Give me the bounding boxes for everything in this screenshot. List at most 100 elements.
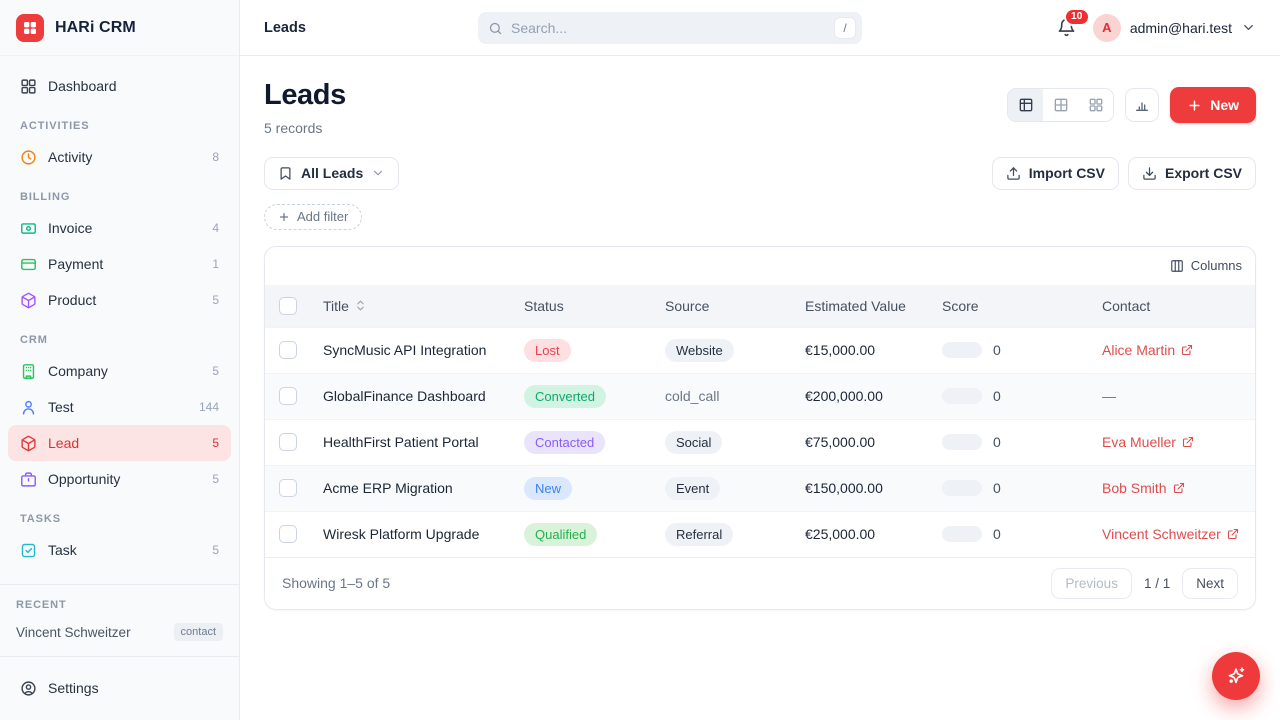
sidebar-item-invoice[interactable]: Invoice 4: [8, 210, 231, 246]
score-value: 0: [993, 342, 1001, 359]
row-checkbox[interactable]: [279, 433, 297, 452]
contact-link[interactable]: Alice Martin: [1102, 342, 1193, 358]
sidebar-item-test[interactable]: Test 144: [8, 389, 231, 425]
contact-name: Vincent Schweitzer: [1102, 526, 1221, 543]
bookmark-icon: [278, 166, 293, 181]
external-link-icon: [1182, 436, 1194, 448]
table-row[interactable]: Wiresk Platform Upgrade Qualified Referr…: [265, 510, 1255, 557]
export-csv-button[interactable]: Export CSV: [1127, 156, 1256, 190]
previous-page-button[interactable]: Previous: [1051, 567, 1132, 599]
table-row[interactable]: Acme ERP Migration New Event €150,000.00…: [265, 464, 1255, 511]
status-badge: Contacted: [524, 430, 606, 454]
score-value: 0: [993, 480, 1001, 497]
header-title-label: Title: [323, 297, 349, 314]
sidebar-item-product[interactable]: Product 5: [8, 282, 231, 318]
contact-cell: Bob Smith: [1102, 480, 1255, 496]
import-csv-button[interactable]: Import CSV: [991, 156, 1119, 190]
recent-entry[interactable]: Vincent Schweitzer contact: [16, 623, 223, 641]
saved-view-label: All Leads: [301, 165, 364, 182]
score-cell: 0: [942, 342, 1102, 359]
source-cell: cold_call: [665, 388, 805, 404]
sidebar-item-payment[interactable]: Payment 1: [8, 246, 231, 282]
main-area: Leads 5 records: [240, 56, 1280, 720]
sidebar-item-label: Payment: [48, 256, 104, 272]
credit-card-icon: [20, 256, 37, 273]
row-select-cell: [265, 387, 323, 406]
saved-view-dropdown[interactable]: All Leads: [264, 156, 400, 190]
brand-header[interactable]: HARi CRM: [0, 0, 239, 56]
table-row[interactable]: GlobalFinance Dashboard Converted cold_c…: [265, 372, 1255, 419]
view-mode-kanban[interactable]: [1043, 89, 1079, 121]
header-status: Status: [524, 297, 564, 314]
estimated-value: €150,000.00: [805, 480, 883, 497]
recent-entry-name: Vincent Schweitzer: [16, 624, 131, 640]
status-badge: Converted: [524, 384, 606, 408]
sidebar-item-company[interactable]: Company 5: [8, 353, 231, 389]
sidebar-item-activity[interactable]: Activity 8: [8, 139, 231, 175]
row-checkbox[interactable]: [279, 387, 297, 406]
table-toolbar: Columns: [265, 247, 1255, 285]
status-cell: New: [524, 476, 665, 500]
sidebar-item-settings[interactable]: Settings: [8, 670, 231, 706]
table-row[interactable]: SyncMusic API Integration Lost Website €…: [265, 326, 1255, 373]
sidebar-divider: [0, 584, 239, 585]
new-record-button[interactable]: New: [1170, 87, 1256, 123]
clock-icon: [20, 149, 37, 166]
search-icon: [488, 21, 503, 36]
sidebar-item-dashboard[interactable]: Dashboard: [8, 68, 231, 104]
sidebar-item-label: Test: [48, 399, 74, 415]
sidebar-item-task[interactable]: Task 5: [8, 532, 231, 568]
score-value: 0: [993, 388, 1001, 405]
table-header-row: Title Status Source Estimated Value Scor…: [265, 284, 1255, 327]
view-mode-cards[interactable]: [1078, 89, 1114, 121]
sidebar-section-tasks: TASKS: [20, 513, 61, 525]
columns-button[interactable]: Columns: [1170, 258, 1242, 273]
sidebar-item-count: 4: [212, 221, 219, 235]
sidebar-nav: Dashboard ACTIVITIES Activity 8 BILLING …: [0, 56, 239, 568]
source-cell: Website: [665, 338, 805, 362]
status-badge: New: [524, 476, 573, 500]
sidebar-item-lead[interactable]: Lead 5: [8, 425, 231, 461]
table-row[interactable]: HealthFirst Patient Portal Contacted Soc…: [265, 418, 1255, 465]
next-page-button[interactable]: Next: [1182, 567, 1238, 599]
contact-link[interactable]: Eva Mueller: [1102, 434, 1194, 450]
source-badge: Social: [665, 430, 723, 454]
view-mode-table[interactable]: [1008, 89, 1044, 121]
page-indicator: 1 / 1: [1143, 575, 1171, 591]
kanban-view-icon: [1053, 97, 1069, 113]
select-all-checkbox[interactable]: [279, 296, 297, 315]
ai-assistant-fab[interactable]: [1212, 652, 1260, 700]
row-select-cell: [265, 433, 323, 452]
lead-title: Wiresk Platform Upgrade: [323, 526, 480, 543]
pagination: Previous 1 / 1 Next: [1051, 567, 1238, 599]
sidebar-item-count: 5: [212, 472, 219, 486]
chart-view-button[interactable]: [1125, 88, 1160, 122]
notifications-button[interactable]: 10: [1055, 7, 1090, 40]
contact-name: —: [1102, 388, 1116, 405]
account-menu[interactable]: A admin@hari.test: [1092, 13, 1256, 42]
external-link-icon: [1227, 528, 1239, 540]
package-icon: [20, 292, 37, 309]
plus-icon: [1187, 98, 1202, 113]
row-checkbox[interactable]: [279, 341, 297, 360]
search-input[interactable]: [511, 20, 827, 36]
table-footer: Showing 1–5 of 5 Previous 1 / 1 Next: [265, 556, 1255, 609]
sidebar: HARi CRM Dashboard ACTIVITIES Activity 8…: [0, 0, 240, 720]
contact-name: Bob Smith: [1102, 480, 1167, 497]
contact-link[interactable]: Vincent Schweitzer: [1102, 526, 1239, 542]
heading-row: Leads 5 records: [264, 79, 1256, 136]
sidebar-item-opportunity[interactable]: Opportunity 5: [8, 461, 231, 497]
header-estimated-value: Estimated Value: [805, 297, 906, 314]
add-filter-button[interactable]: Add filter: [264, 203, 363, 230]
user-icon: [20, 399, 37, 416]
settings-section: Settings: [0, 656, 239, 720]
contact-link[interactable]: Bob Smith: [1102, 480, 1185, 496]
banknote-icon: [20, 220, 37, 237]
brand-name: HARi CRM: [55, 18, 136, 36]
header-title[interactable]: Title: [323, 298, 524, 314]
row-checkbox[interactable]: [279, 525, 297, 544]
search-bar[interactable]: /: [478, 12, 862, 44]
row-checkbox[interactable]: [279, 479, 297, 498]
source-cell: Social: [665, 430, 805, 454]
